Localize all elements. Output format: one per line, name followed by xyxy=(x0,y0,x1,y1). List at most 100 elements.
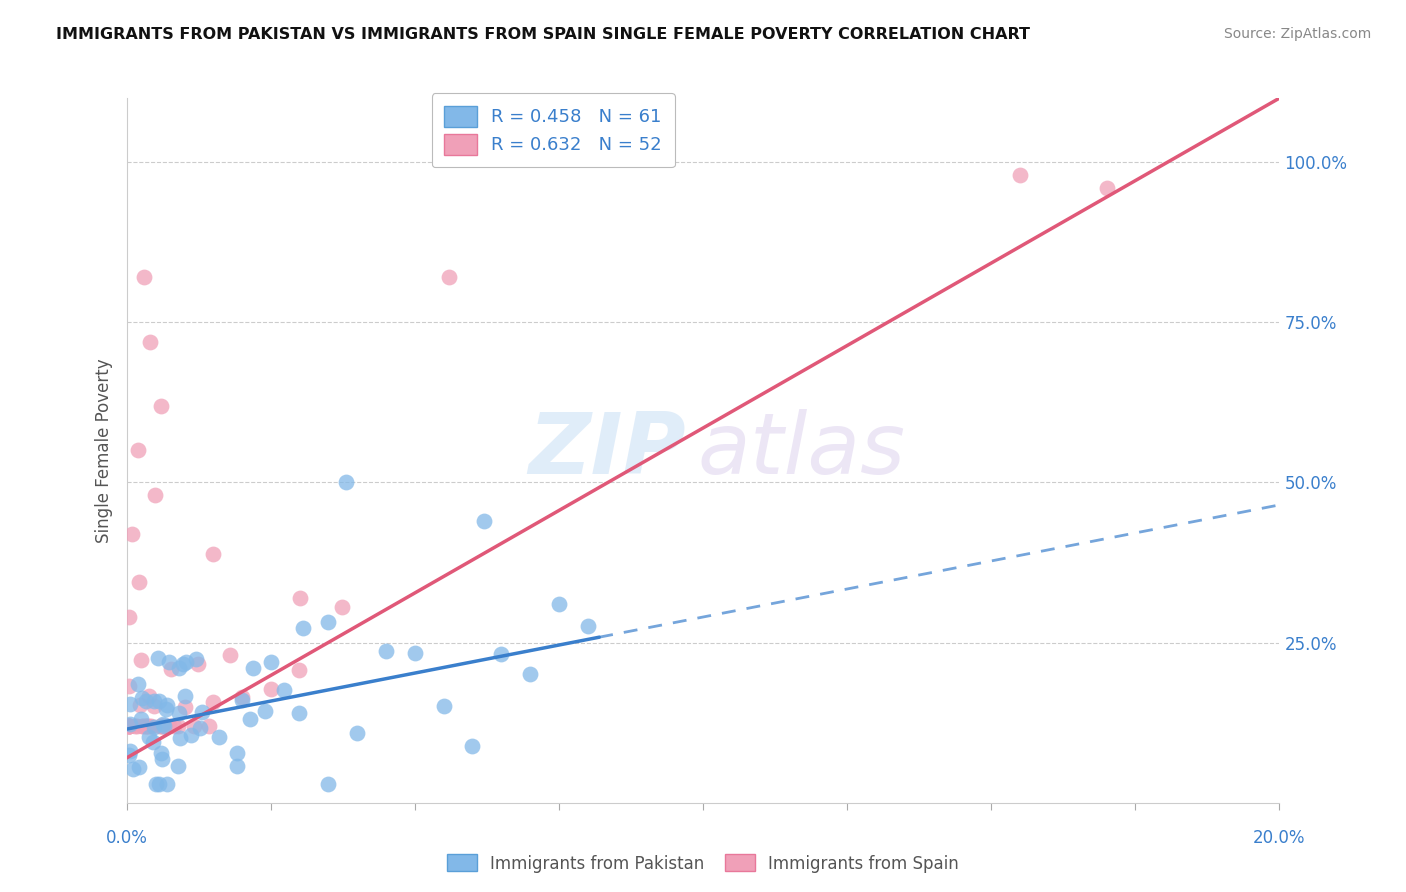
Point xyxy=(152,719,174,733)
Point xyxy=(138,730,160,744)
Point xyxy=(118,716,141,731)
Point xyxy=(288,591,311,605)
Point xyxy=(118,719,141,733)
Point xyxy=(239,712,262,726)
Point xyxy=(131,653,153,667)
Text: atlas: atlas xyxy=(697,409,905,492)
Text: IMMIGRANTS FROM PAKISTAN VS IMMIGRANTS FROM SPAIN SINGLE FEMALE POVERTY CORRELAT: IMMIGRANTS FROM PAKISTAN VS IMMIGRANTS F… xyxy=(56,27,1031,42)
Point xyxy=(201,695,224,709)
Point xyxy=(253,704,276,718)
Point xyxy=(190,705,212,719)
Text: 20.0%: 20.0% xyxy=(1253,829,1306,847)
Point xyxy=(150,752,173,766)
Point xyxy=(118,610,141,624)
Point xyxy=(259,682,281,697)
Point xyxy=(145,776,167,790)
Point xyxy=(439,270,461,285)
Point xyxy=(346,726,368,740)
Point xyxy=(174,655,197,669)
Point xyxy=(174,689,197,703)
Text: ZIP: ZIP xyxy=(529,409,686,492)
Point xyxy=(226,747,249,761)
Point xyxy=(149,719,172,733)
Point xyxy=(128,698,150,712)
Point xyxy=(156,776,179,790)
Point xyxy=(374,643,398,657)
Point xyxy=(120,744,142,758)
Point xyxy=(135,719,157,733)
Point xyxy=(142,735,165,749)
Point xyxy=(188,721,211,735)
Point xyxy=(163,719,186,733)
Point xyxy=(121,526,143,541)
Point xyxy=(159,662,181,676)
Point xyxy=(548,598,571,612)
Point xyxy=(288,664,311,678)
Point xyxy=(132,270,155,285)
Point xyxy=(157,655,180,669)
Point xyxy=(330,599,353,614)
Point xyxy=(118,748,141,763)
Point xyxy=(155,702,177,716)
Legend: R = 0.458   N = 61, R = 0.632   N = 52: R = 0.458 N = 61, R = 0.632 N = 52 xyxy=(432,93,675,168)
Point xyxy=(187,657,209,671)
Point xyxy=(129,712,152,726)
Point xyxy=(273,682,295,697)
Point xyxy=(118,719,141,733)
Point xyxy=(150,399,173,413)
Point xyxy=(167,661,190,675)
Y-axis label: Single Female Poverty: Single Female Poverty xyxy=(94,359,112,542)
Point xyxy=(167,706,190,720)
Point xyxy=(127,443,149,458)
Point xyxy=(208,730,231,744)
Point xyxy=(131,719,153,733)
Point xyxy=(288,706,311,721)
Point xyxy=(155,698,177,713)
Text: 0.0%: 0.0% xyxy=(105,829,148,847)
Point xyxy=(519,667,541,681)
Point xyxy=(118,719,141,733)
Point xyxy=(183,719,205,733)
Point xyxy=(118,698,141,712)
Point xyxy=(143,720,166,734)
Point xyxy=(118,719,141,733)
Point xyxy=(141,719,163,733)
Point xyxy=(131,690,153,705)
Point xyxy=(231,692,253,706)
Point xyxy=(148,651,170,665)
Point xyxy=(166,759,188,773)
Point xyxy=(335,475,357,490)
Point xyxy=(145,488,166,502)
Point xyxy=(128,574,150,589)
Legend: Immigrants from Pakistan, Immigrants from Spain: Immigrants from Pakistan, Immigrants fro… xyxy=(440,847,966,880)
Point xyxy=(150,719,173,733)
Point xyxy=(291,621,314,635)
Point xyxy=(118,719,141,733)
Point xyxy=(1008,168,1031,182)
Point xyxy=(148,694,170,708)
Point xyxy=(1095,181,1118,195)
Point xyxy=(218,648,240,663)
Point xyxy=(135,694,157,708)
Point xyxy=(148,719,170,733)
Point xyxy=(404,646,426,660)
Point xyxy=(142,698,165,713)
Point xyxy=(128,759,150,773)
Point xyxy=(153,719,176,733)
Point xyxy=(576,619,599,633)
Point xyxy=(461,739,484,754)
Point xyxy=(124,719,146,733)
Point xyxy=(472,514,495,528)
Point xyxy=(231,690,253,704)
Point xyxy=(148,776,170,790)
Point xyxy=(242,661,264,675)
Point xyxy=(201,547,224,561)
Point xyxy=(152,716,174,731)
Point xyxy=(155,719,177,733)
Point xyxy=(489,647,512,661)
Point xyxy=(186,652,208,666)
Point xyxy=(197,719,219,733)
Point xyxy=(180,728,202,742)
Point xyxy=(131,719,153,733)
Point xyxy=(173,699,195,714)
